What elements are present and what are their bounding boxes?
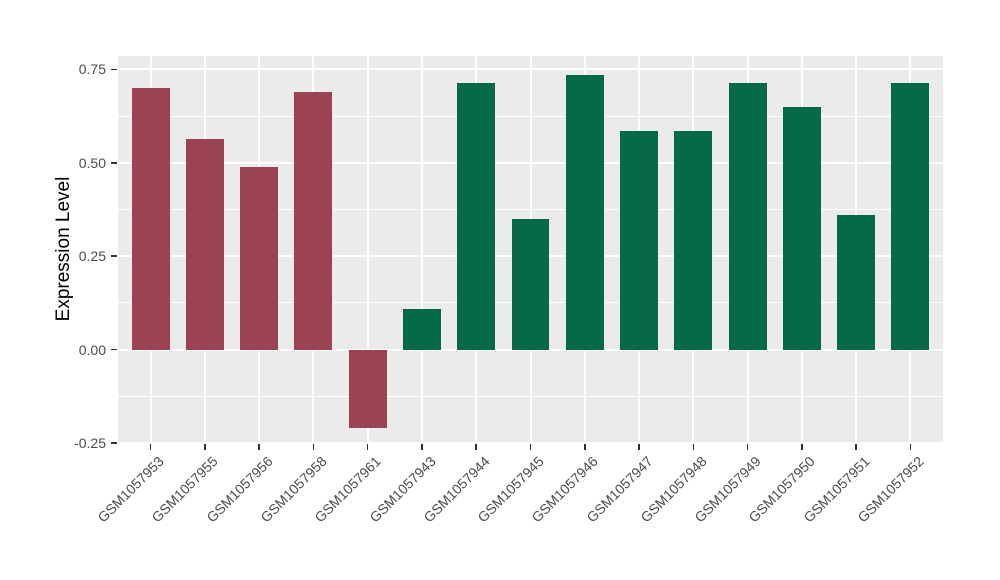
y-tick-mark: [111, 68, 117, 71]
bar-GSM1057948: [674, 131, 713, 350]
x-tick-mark: [638, 444, 640, 450]
bar-GSM1057956: [240, 166, 279, 350]
x-tick-mark: [909, 444, 912, 450]
bar-GSM1057943: [402, 308, 441, 350]
bar-GSM1057952: [891, 82, 930, 350]
x-tick-mark: [855, 444, 857, 450]
x-tick-mark: [204, 444, 206, 450]
gridline-major: [118, 161, 943, 164]
bar-GSM1057951: [837, 215, 876, 350]
x-tick-mark: [475, 444, 477, 450]
y-tick-label: 0.25: [78, 248, 106, 265]
x-tick-mark: [801, 444, 803, 450]
gridline-vertical: [366, 56, 369, 443]
y-tick-mark: [111, 162, 117, 164]
gridline-vertical: [420, 56, 423, 443]
y-tick-mark: [111, 255, 117, 257]
y-tick-label: -0.25: [74, 435, 106, 451]
y-axis-title: Expression Level: [53, 176, 74, 322]
y-tick-mark: [111, 348, 117, 351]
bar-GSM1057961: [348, 349, 387, 429]
gridline-major: [118, 348, 943, 351]
bar-GSM1057946: [565, 75, 604, 350]
y-tick-label: 0.00: [78, 341, 106, 358]
x-tick-mark: [258, 444, 260, 450]
x-tick-mark: [584, 444, 586, 450]
bar-GSM1057945: [511, 218, 550, 350]
y-tick-mark: [111, 442, 117, 444]
gridline-major: [118, 68, 943, 71]
x-tick-mark: [746, 444, 749, 450]
x-tick-mark: [149, 444, 152, 450]
y-tick-label: 0.50: [78, 154, 106, 171]
gridline-major: [118, 442, 943, 443]
plot-panel: [118, 56, 943, 443]
bar-GSM1057947: [620, 131, 659, 350]
x-tick-mark: [366, 444, 369, 450]
gridline-minor: [118, 395, 943, 397]
gridline-minor: [118, 115, 943, 117]
bar-GSM1057958: [294, 91, 333, 350]
x-tick-mark: [529, 444, 532, 450]
x-tick-mark: [421, 444, 423, 450]
bar-GSM1057955: [185, 138, 224, 350]
bar-GSM1057949: [728, 82, 767, 350]
bar-GSM1057944: [457, 82, 496, 350]
bar-GSM1057950: [782, 106, 821, 350]
bar-GSM1057953: [131, 88, 170, 350]
x-tick-mark: [312, 444, 315, 450]
y-tick-label: 0.75: [78, 61, 106, 78]
x-tick-mark: [692, 444, 695, 450]
gridline-minor: [118, 209, 943, 211]
